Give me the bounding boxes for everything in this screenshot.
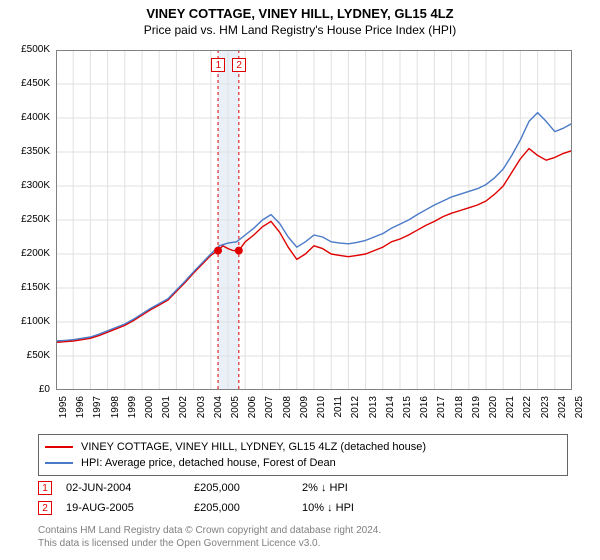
x-axis-label: 1999 — [128, 396, 138, 418]
legend-swatch — [45, 446, 73, 448]
event-badge: 1 — [211, 58, 225, 72]
y-axis-label: £250K — [10, 215, 50, 225]
plot-svg — [56, 50, 572, 390]
x-axis-label: 1996 — [76, 396, 86, 418]
x-axis-label: 2019 — [472, 396, 482, 418]
legend-swatch — [45, 462, 73, 464]
x-axis-label: 2009 — [300, 396, 310, 418]
footnote-price: £205,000 — [194, 502, 302, 514]
x-axis-label: 2025 — [575, 396, 585, 418]
x-axis-label: 2006 — [248, 396, 258, 418]
x-axis-label: 2005 — [231, 396, 241, 418]
footnote-area: 1 02-JUN-2004£205,0002% ↓ HPI 2 19-AUG-2005… — [38, 478, 568, 518]
legend-label: VINEY COTTAGE, VINEY HILL, LYDNEY, GL15 … — [81, 441, 426, 453]
y-axis-label: £500K — [10, 45, 50, 55]
x-axis-label: 2022 — [523, 396, 533, 418]
chart-title: VINEY COTTAGE, VINEY HILL, LYDNEY, GL15 … — [0, 6, 600, 21]
x-axis-label: 2013 — [369, 396, 379, 418]
y-axis-label: £0 — [10, 385, 50, 395]
y-axis-label: £50K — [10, 351, 50, 361]
x-axis-label: 2021 — [506, 396, 516, 418]
footnote-date: 19-AUG-2005 — [66, 502, 194, 514]
x-axis-label: 2015 — [403, 396, 413, 418]
event-badge: 2 — [232, 58, 246, 72]
x-axis-label: 2024 — [558, 396, 568, 418]
legend-row: HPI: Average price, detached house, Fore… — [45, 455, 561, 471]
x-axis-label: 2020 — [489, 396, 499, 418]
x-axis-label: 1998 — [111, 396, 121, 418]
license-text: Contains HM Land Registry data © Crown c… — [38, 524, 578, 550]
x-axis-label: 2011 — [334, 396, 344, 418]
x-axis-label: 2002 — [179, 396, 189, 418]
footnote-badge: 2 — [38, 501, 52, 515]
x-axis-label: 2000 — [145, 396, 155, 418]
footnote-date: 02-JUN-2004 — [66, 482, 194, 494]
chart-area — [56, 50, 572, 390]
x-axis-label: 2010 — [317, 396, 327, 418]
footnote-row: 2 19-AUG-2005£205,00010% ↓ HPI — [38, 498, 568, 518]
x-axis-label: 2017 — [437, 396, 447, 418]
footnote-badge: 1 — [38, 481, 52, 495]
x-axis-label: 2008 — [283, 396, 293, 418]
x-axis-label: 2004 — [214, 396, 224, 418]
y-axis-label: £200K — [10, 249, 50, 259]
y-axis-label: £350K — [10, 147, 50, 157]
x-axis-label: 2023 — [541, 396, 551, 418]
license-line-2: This data is licensed under the Open Gov… — [38, 537, 578, 550]
footnote-price: £205,000 — [194, 482, 302, 494]
x-axis-label: 1995 — [59, 396, 69, 418]
y-axis-label: £300K — [10, 181, 50, 191]
legend-row: VINEY COTTAGE, VINEY HILL, LYDNEY, GL15 … — [45, 439, 561, 455]
page: VINEY COTTAGE, VINEY HILL, LYDNEY, GL15 … — [0, 0, 600, 560]
y-axis-label: £150K — [10, 283, 50, 293]
x-axis-label: 2001 — [162, 396, 172, 418]
license-line-1: Contains HM Land Registry data © Crown c… — [38, 524, 578, 537]
x-axis-label: 2018 — [455, 396, 465, 418]
legend-label: HPI: Average price, detached house, Fore… — [81, 457, 336, 469]
footnote-delta: 2% ↓ HPI — [302, 482, 348, 494]
y-axis-label: £100K — [10, 317, 50, 327]
x-axis-label: 2012 — [351, 396, 361, 418]
y-axis-label: £400K — [10, 113, 50, 123]
x-axis-label: 2016 — [420, 396, 430, 418]
footnote-delta: 10% ↓ HPI — [302, 502, 354, 514]
x-axis-label: 2007 — [265, 396, 275, 418]
legend: VINEY COTTAGE, VINEY HILL, LYDNEY, GL15 … — [38, 434, 568, 476]
y-axis-label: £450K — [10, 79, 50, 89]
x-axis-label: 1997 — [93, 396, 103, 418]
chart-subtitle: Price paid vs. HM Land Registry's House … — [0, 21, 600, 37]
x-axis-label: 2003 — [197, 396, 207, 418]
title-block: VINEY COTTAGE, VINEY HILL, LYDNEY, GL15 … — [0, 0, 600, 37]
x-axis-label: 2014 — [386, 396, 396, 418]
footnote-row: 1 02-JUN-2004£205,0002% ↓ HPI — [38, 478, 568, 498]
